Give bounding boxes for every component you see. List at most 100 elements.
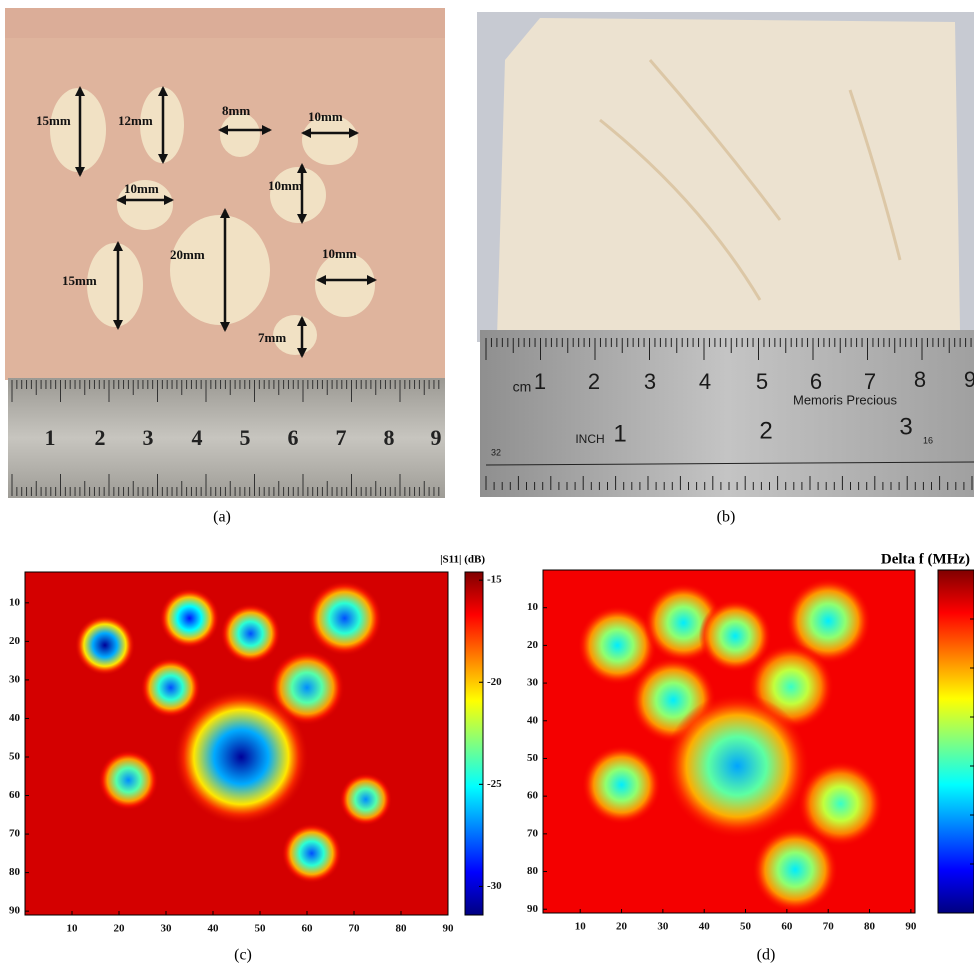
heatmap-spot bbox=[307, 581, 382, 656]
plot-area bbox=[543, 570, 915, 913]
y-tick-label: 50 bbox=[9, 751, 21, 763]
blob bbox=[50, 88, 106, 172]
x-tick-label: 50 bbox=[740, 921, 752, 933]
size-label: 20mm bbox=[170, 247, 205, 262]
colorbar-tick-label: -25 bbox=[487, 778, 502, 790]
heatmap-spot bbox=[752, 827, 838, 913]
heatmap-spot bbox=[582, 745, 661, 824]
heatmap-spot bbox=[221, 604, 281, 664]
heatmap-spot bbox=[339, 773, 392, 826]
ruler-text: Memoris Precious bbox=[793, 392, 898, 407]
ruler-number: 9 bbox=[431, 425, 442, 450]
blob bbox=[270, 167, 326, 223]
x-tick-label: 60 bbox=[781, 921, 793, 933]
x-tick-label: 30 bbox=[161, 923, 173, 935]
colorbar-tick-label: -30 bbox=[487, 880, 502, 892]
ruler-text: 8 bbox=[914, 367, 926, 392]
tissue bbox=[497, 18, 960, 338]
ruler-text: 2 bbox=[588, 369, 600, 394]
x-tick-label: 70 bbox=[349, 923, 361, 935]
heatmap-spot bbox=[98, 750, 158, 810]
panel-label: (b) bbox=[717, 509, 736, 526]
size-label: 10mm bbox=[124, 181, 159, 196]
x-tick-label: 20 bbox=[616, 921, 628, 933]
y-tick-label: 80 bbox=[9, 866, 21, 878]
ruler-text: 6 bbox=[810, 369, 822, 394]
y-tick-label: 70 bbox=[9, 828, 21, 840]
size-label: 10mm bbox=[268, 178, 303, 193]
y-tick-label: 40 bbox=[527, 714, 539, 726]
blob bbox=[315, 253, 375, 317]
ruler-number: 7 bbox=[336, 425, 347, 450]
heatmap-panel: 102030405060708090102030405060708090-15-… bbox=[9, 554, 502, 964]
x-tick-label: 70 bbox=[823, 921, 835, 933]
photo-a: 15mm 12mm 8mm 10mm 10mm 10mm 15mm 20mm 1… bbox=[5, 8, 445, 498]
ruler-text: 9 bbox=[964, 367, 974, 392]
heatmap-spot bbox=[665, 693, 810, 838]
x-tick-label: 80 bbox=[864, 921, 876, 933]
size-label: 10mm bbox=[308, 109, 343, 124]
ruler-text: 3 bbox=[899, 413, 912, 440]
ruler-text: INCH bbox=[575, 432, 604, 446]
colorbar-label: Delta f (MHz) bbox=[881, 551, 970, 567]
x-tick-label: 90 bbox=[905, 921, 917, 933]
y-tick-label: 20 bbox=[527, 639, 539, 651]
y-tick-label: 30 bbox=[527, 677, 539, 689]
heatmap-spot bbox=[159, 588, 219, 648]
x-tick-label: 60 bbox=[302, 923, 314, 935]
colorbar-tick-label: -15 bbox=[487, 574, 502, 586]
ruler bbox=[8, 378, 445, 498]
x-tick-label: 20 bbox=[114, 923, 126, 935]
size-label: 8mm bbox=[222, 103, 250, 118]
ruler-number: 1 bbox=[45, 425, 56, 450]
charts: 10 20 30 40 50 60 70 80 90 10 20 30 40 50 60 70 80 90 -15 -… bbox=[9, 551, 974, 963]
x-tick-label: 40 bbox=[208, 923, 220, 935]
y-tick-label: 40 bbox=[9, 712, 21, 724]
y-tick-label: 10 bbox=[9, 596, 21, 608]
y-tick-label: 10 bbox=[527, 601, 539, 613]
ruler-text: 5 bbox=[756, 369, 768, 394]
panel-label: (d) bbox=[757, 947, 776, 964]
size-label: 12mm bbox=[118, 113, 153, 128]
heatmap-spot bbox=[141, 658, 201, 718]
ruler-text: 4 bbox=[699, 369, 711, 394]
y-tick-label: 30 bbox=[9, 673, 21, 685]
x-tick-label: 80 bbox=[396, 923, 408, 935]
tissue-shade bbox=[5, 8, 445, 38]
x-tick-label: 40 bbox=[699, 921, 711, 933]
ruler-text: 2 bbox=[759, 417, 772, 444]
colorbar-tick-label: -20 bbox=[487, 676, 502, 688]
ruler-text: 1 bbox=[613, 420, 626, 447]
heatmap-spot bbox=[75, 615, 135, 675]
size-label: 15mm bbox=[36, 113, 71, 128]
ruler-number: 6 bbox=[288, 425, 299, 450]
ruler-number: 2 bbox=[95, 425, 106, 450]
panel-label: (a) bbox=[213, 509, 231, 526]
y-tick-label: 20 bbox=[9, 635, 21, 647]
colorbar bbox=[465, 572, 483, 915]
x-tick-label: 10 bbox=[575, 921, 587, 933]
blob bbox=[170, 215, 270, 325]
x-tick-label: 50 bbox=[255, 923, 267, 935]
y-tick-label: 80 bbox=[527, 865, 539, 877]
y-tick-label: 90 bbox=[527, 903, 539, 915]
x-tick-label: 90 bbox=[443, 923, 455, 935]
ruler-number: 8 bbox=[384, 425, 395, 450]
y-tick-label: 60 bbox=[9, 789, 21, 801]
panel-label: (c) bbox=[234, 947, 252, 964]
size-label: 10mm bbox=[322, 246, 357, 261]
colorbar bbox=[938, 570, 974, 913]
y-tick-label: 70 bbox=[527, 827, 539, 839]
colorbar-label: |S11| (dB) bbox=[440, 554, 485, 566]
ruler-text: 16 bbox=[923, 435, 933, 445]
y-tick-label: 60 bbox=[527, 790, 539, 802]
x-tick-label: 30 bbox=[657, 921, 669, 933]
ruler-text: 3 bbox=[644, 369, 656, 394]
ruler-text: 7 bbox=[864, 369, 876, 394]
ruler-text: cm bbox=[513, 379, 532, 395]
figure: 15mm 12mm 8mm 10mm 10mm 10mm 15mm 20mm 1… bbox=[0, 0, 974, 966]
ruler-text: 32 bbox=[491, 447, 501, 457]
blob bbox=[220, 113, 260, 157]
heatmap-panel: 1020304050607080901020304050607080900123… bbox=[527, 551, 974, 963]
